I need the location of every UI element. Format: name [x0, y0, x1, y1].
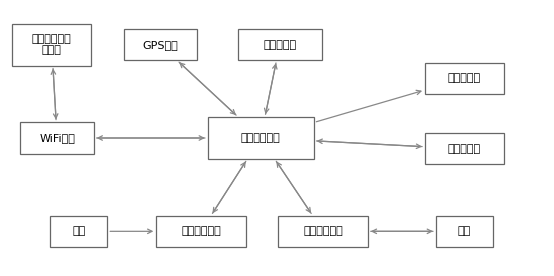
FancyBboxPatch shape [425, 133, 504, 164]
Text: 臭氧消毒器: 臭氧消毒器 [448, 144, 481, 154]
Text: 中央控制模块: 中央控制模块 [241, 133, 280, 143]
FancyBboxPatch shape [20, 123, 94, 153]
Text: 酒精测试仪: 酒精测试仪 [263, 40, 296, 50]
FancyBboxPatch shape [208, 117, 314, 159]
Text: 气泵驱动电路: 气泵驱动电路 [303, 226, 343, 236]
FancyBboxPatch shape [436, 216, 493, 247]
FancyBboxPatch shape [124, 29, 197, 60]
Text: 触摸显示屏: 触摸显示屏 [448, 73, 481, 84]
FancyBboxPatch shape [156, 216, 246, 247]
Text: 后台代驾公司
地址库: 后台代驾公司 地址库 [32, 34, 71, 55]
FancyBboxPatch shape [12, 24, 91, 66]
FancyBboxPatch shape [50, 216, 107, 247]
FancyBboxPatch shape [425, 63, 504, 94]
FancyBboxPatch shape [238, 29, 322, 60]
Text: 话筒: 话筒 [72, 226, 85, 236]
Text: 气泵: 气泵 [458, 226, 471, 236]
Text: GPS模块: GPS模块 [142, 40, 178, 50]
Text: WiFi模块: WiFi模块 [39, 133, 75, 143]
FancyBboxPatch shape [278, 216, 368, 247]
Text: 语音通信模块: 语音通信模块 [181, 226, 221, 236]
